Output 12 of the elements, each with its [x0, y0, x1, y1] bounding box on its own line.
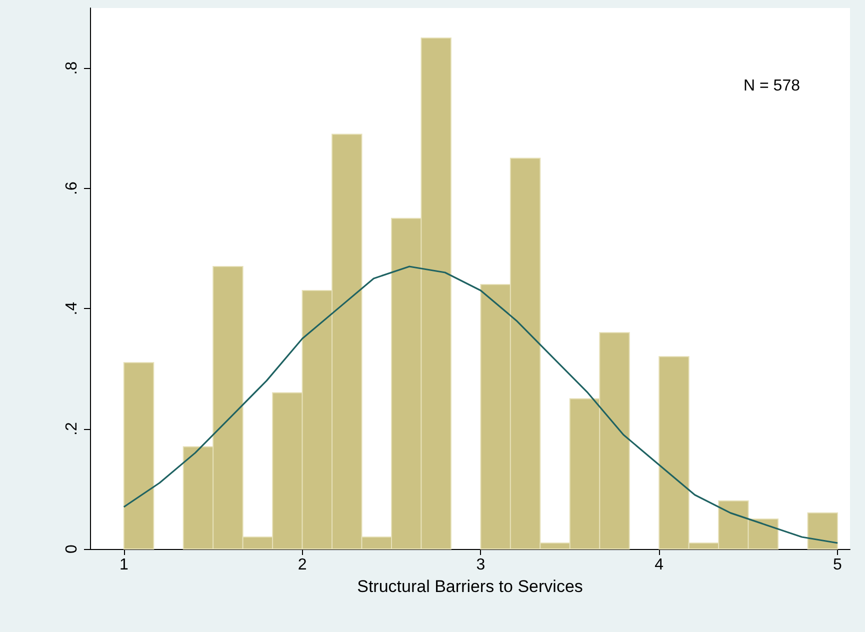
y-tick-label: .2 [64, 422, 80, 436]
x-tick-label: 4 [654, 556, 664, 574]
x-tick-label: 5 [833, 556, 842, 574]
y-tick-label: .6 [64, 182, 80, 196]
y-tick-label: 0 [64, 544, 80, 554]
x-tick-label: 3 [476, 556, 486, 574]
annotation: N = 578 [744, 78, 800, 94]
y-tick-label: .4 [64, 302, 80, 316]
x-tick-label: 2 [298, 556, 307, 574]
x-axis-title: Structural Barriers to Services [357, 576, 583, 596]
x-tick-label: 1 [119, 556, 128, 574]
y-tick-label: .8 [64, 61, 80, 75]
